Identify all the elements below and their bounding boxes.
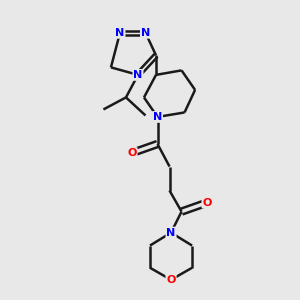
Text: O: O [202, 198, 212, 208]
Text: N: N [115, 28, 124, 38]
Text: N: N [167, 228, 176, 238]
Text: N: N [153, 112, 162, 122]
Text: O: O [127, 148, 137, 158]
Text: N: N [141, 28, 150, 38]
Text: O: O [166, 275, 176, 285]
Text: N: N [134, 70, 142, 80]
